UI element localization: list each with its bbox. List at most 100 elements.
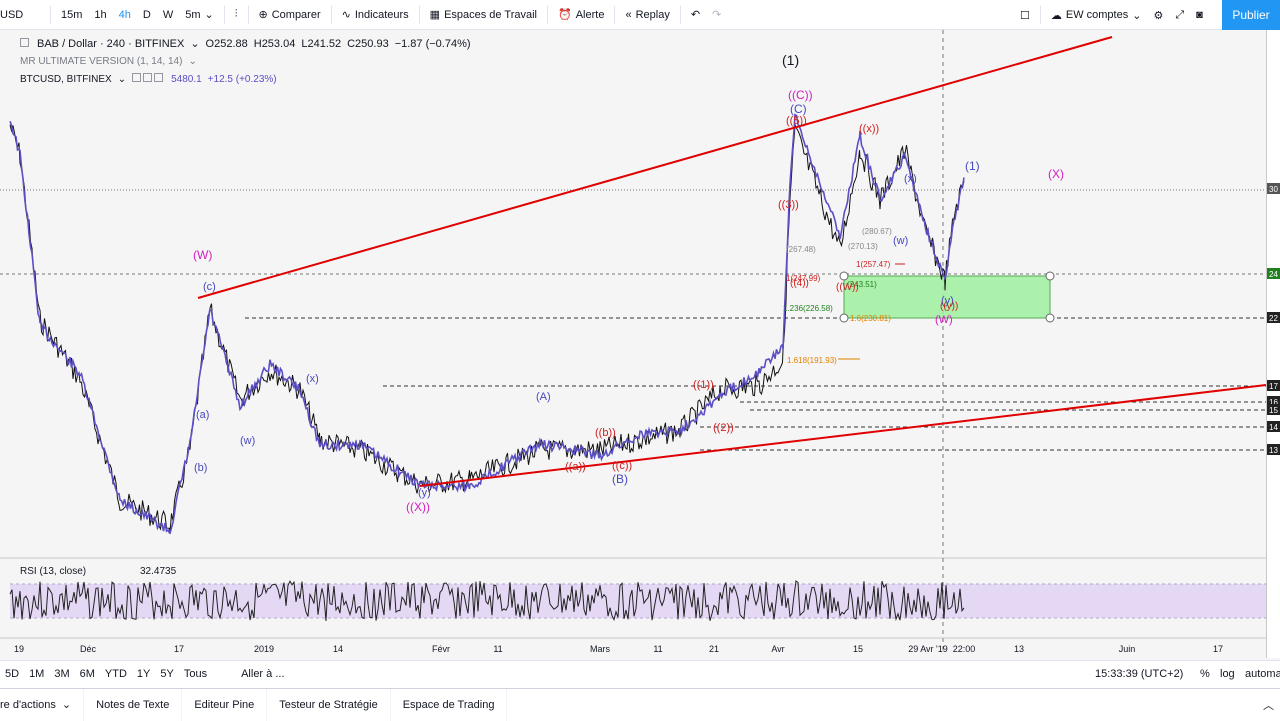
- price-tag-bg: [1267, 380, 1280, 391]
- divider: [330, 5, 332, 24]
- replay-button[interactable]: « Replay: [619, 0, 675, 30]
- compare-legend[interactable]: BTCUSD, BITFINEX ⌄ 5480.1 +12.5 (+0.23%): [20, 73, 277, 85]
- compare-value: 5480.1: [171, 73, 202, 85]
- box-handle: [1045, 313, 1055, 323]
- indicators-button[interactable]: ∿ Indicateurs: [336, 0, 415, 30]
- account-dropdown[interactable]: ☁ EW comptes ⌄: [1045, 0, 1148, 30]
- compare-controls[interactable]: [132, 73, 165, 85]
- wave-label: (c): [203, 281, 216, 293]
- wave-label: (x): [904, 173, 917, 185]
- snapshot-button[interactable]: ◙: [1190, 0, 1209, 30]
- alert-button[interactable]: ⏰ Alerte: [552, 0, 610, 30]
- wave-label: (w): [893, 235, 908, 247]
- range-1y[interactable]: 1Y: [136, 667, 151, 680]
- ohlc-close: C250.93: [347, 37, 389, 50]
- lower-trendline: [419, 384, 1266, 487]
- tab-text-notes[interactable]: Notes de Texte: [84, 688, 183, 721]
- close-icon: [154, 73, 164, 82]
- publish-button[interactable]: Publier: [1222, 0, 1280, 30]
- clock[interactable]: 15:33:39 (UTC+2): [1095, 667, 1184, 680]
- time-axis-label: 22:00: [953, 644, 976, 654]
- compare-button[interactable]: ⊕ Comparer: [253, 0, 327, 30]
- tab-trading-panel[interactable]: Espace de Trading: [391, 688, 508, 721]
- time-axis-label: 11: [493, 644, 502, 654]
- chevron-down-icon: ⌄: [188, 56, 197, 67]
- target-zone-box: [843, 275, 1051, 319]
- wave-label: (b): [194, 462, 207, 474]
- wave-label: ((a)): [565, 461, 586, 473]
- redo-button[interactable]: ↷: [706, 0, 727, 30]
- range-1m[interactable]: 1M: [29, 667, 45, 680]
- settings-button[interactable]: ⚙: [1147, 0, 1169, 30]
- price-tag-bg: [1267, 183, 1280, 194]
- time-axis-label: Avr: [771, 644, 784, 654]
- replay-label: Replay: [635, 8, 670, 21]
- interval-w[interactable]: W: [162, 8, 174, 21]
- workspaces-label: Espaces de Travail: [444, 8, 537, 21]
- chart-area[interactable]: 1(257.47) 1(247.99) (243.51) 1.236(226.5…: [0, 30, 1280, 660]
- wave-label: (1): [782, 52, 799, 68]
- range-ytd[interactable]: YTD: [104, 667, 127, 680]
- auto-toggle[interactable]: automa: [1245, 667, 1280, 680]
- range-3m[interactable]: 3M: [54, 667, 70, 680]
- fib-label: 1(257.47): [856, 260, 891, 269]
- fib-label: (243.51): [847, 280, 877, 289]
- wave-label: ((x)): [859, 123, 879, 135]
- goto-date-button[interactable]: Aller à ...: [241, 667, 285, 680]
- time-axis-label: 29 Avr '19: [908, 644, 948, 654]
- range-5d[interactable]: 5D: [5, 667, 20, 680]
- chevron-down-icon: ⌄: [1132, 9, 1142, 22]
- time-axis-label: 11: [653, 644, 662, 654]
- change-value: −1.87 (−0.74%): [394, 37, 471, 50]
- redo-icon: ↷: [712, 9, 722, 21]
- wave-label: ((2)): [713, 422, 734, 434]
- fib-label: (270.13): [848, 242, 878, 251]
- price-tag-label: 16: [1269, 398, 1278, 407]
- tab-pine-editor[interactable]: Editeur Pine: [182, 688, 268, 721]
- box-handle: [839, 313, 849, 323]
- indicator-name: MR ULTIMATE VERSION (1, 14, 14): [20, 56, 183, 67]
- tab-stock-screener[interactable]: re d'actions ⌄: [0, 688, 85, 721]
- range-6m[interactable]: 6M: [79, 667, 95, 680]
- bar-style-button[interactable]: ⫶: [229, 0, 244, 30]
- workspaces-icon: ▦: [429, 9, 441, 21]
- symbol-search[interactable]: USD: [0, 0, 46, 30]
- fullscreen-layout-button[interactable]: ☐: [1014, 0, 1036, 30]
- alarm-clock-icon: ⏰: [558, 9, 572, 21]
- time-axis-label: 15: [853, 644, 863, 654]
- wave-label: ((W)): [836, 282, 859, 293]
- price-tag-bg: [1267, 268, 1280, 279]
- price-scale[interactable]: 30 24 22 17 16 15 14 13: [1266, 30, 1280, 658]
- wave-label: (B): [612, 472, 628, 486]
- collapse-icon[interactable]: ︿: [1263, 699, 1274, 712]
- divider: [50, 5, 51, 24]
- wave-label: ((X)): [406, 500, 430, 514]
- interval-15m[interactable]: 15m: [61, 8, 83, 21]
- range-5y[interactable]: 5Y: [160, 667, 174, 680]
- price-tag-bg: [1267, 396, 1280, 407]
- main-legend[interactable]: BAB / Dollar · 240 · BITFINEX ⌄ O252.88 …: [20, 37, 471, 50]
- workspaces-button[interactable]: ▦ Espaces de Travail: [424, 0, 543, 30]
- interval-4h[interactable]: 4h: [118, 8, 131, 21]
- symbol-label: USD: [0, 8, 24, 21]
- chart-canvas[interactable]: 1(257.47) 1(247.99) (243.51) 1.236(226.5…: [0, 30, 1266, 660]
- indicator-legend[interactable]: MR ULTIMATE VERSION (1, 14, 14) ⌄: [20, 56, 197, 67]
- log-toggle[interactable]: log: [1220, 667, 1235, 680]
- wave-label: (A): [536, 391, 551, 403]
- range-all[interactable]: Tous: [183, 667, 208, 680]
- tab-strategy-tester[interactable]: Testeur de Stratégie: [267, 688, 391, 721]
- percent-toggle[interactable]: %: [1200, 667, 1210, 680]
- interval-5m-dropdown[interactable]: 5m ⌄: [179, 0, 220, 30]
- fullscreen-button[interactable]: ⤢: [1169, 0, 1190, 30]
- divider: [614, 5, 616, 24]
- undo-button[interactable]: ↶: [685, 0, 706, 30]
- alert-label: Alerte: [575, 8, 605, 21]
- legend-controls[interactable]: [20, 37, 31, 50]
- interval-d[interactable]: D: [142, 8, 151, 21]
- divider: [547, 5, 548, 24]
- price-tag-label: 22: [1269, 314, 1278, 323]
- indicators-icon: ∿: [341, 9, 351, 21]
- interval-1h[interactable]: 1h: [94, 8, 107, 21]
- wave-label: (y): [941, 295, 954, 307]
- interval-5m-label: 5m: [185, 8, 201, 21]
